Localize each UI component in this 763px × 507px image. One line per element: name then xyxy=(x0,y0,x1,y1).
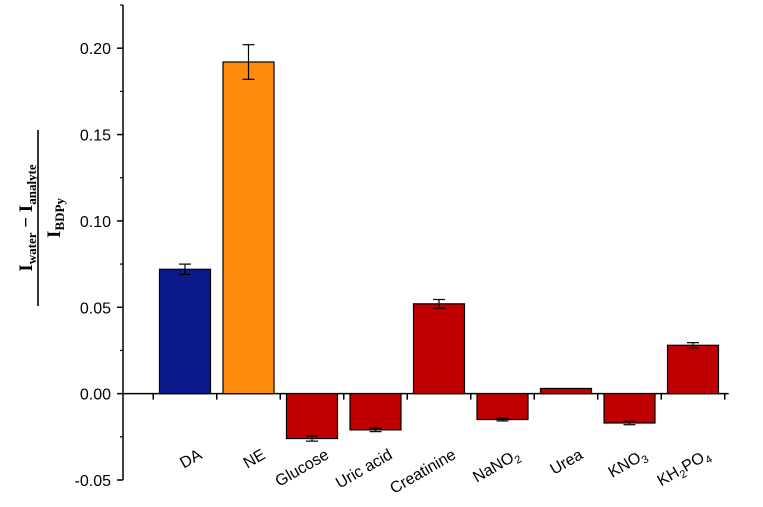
y-tick-label: 0.00 xyxy=(80,387,111,404)
ylabel-num-i1: I xyxy=(16,264,37,271)
y-tick-label: 0.05 xyxy=(80,300,111,317)
x-tick-label-base: KH xyxy=(655,464,683,490)
ylabel-num-i2: I xyxy=(16,205,37,212)
x-tick-label: Uric acid xyxy=(333,446,395,492)
y-axis-label-denominator: IBDPy xyxy=(44,198,67,238)
bar xyxy=(412,303,466,395)
x-tick-label-base: DA xyxy=(177,446,205,472)
y-axis-label: Iwater − Ianalyte IBDPy xyxy=(16,130,67,306)
bar xyxy=(349,393,402,431)
x-tick-label-base: Creatinine xyxy=(387,446,459,497)
bar xyxy=(666,344,720,395)
x-tick-label-subscript: 2 xyxy=(678,468,689,481)
error-bars xyxy=(179,44,699,442)
x-tick-label: NE xyxy=(241,446,269,472)
x-tick-label-base: Uric acid xyxy=(333,446,395,492)
ylabel-num-sub2: analyte xyxy=(24,164,39,205)
x-tick-label: DA xyxy=(177,446,205,472)
ylabel-minus: − xyxy=(16,212,37,232)
x-tick-label: KH2PO4 xyxy=(655,446,715,492)
x-tick-label: Urea xyxy=(547,446,586,478)
ylabel-num-sub1: water xyxy=(24,232,39,264)
x-tick-label: KNO3 xyxy=(606,446,651,484)
bar xyxy=(603,393,656,424)
x-tick-label-base: NE xyxy=(241,446,269,472)
x-tick-label: Creatinine xyxy=(387,446,459,497)
x-tick-label-base: KNO xyxy=(606,449,645,481)
x-tick-label-base: Urea xyxy=(547,446,586,478)
y-tick-label: 0.10 xyxy=(80,214,111,231)
bar xyxy=(539,387,593,395)
x-tick-label: NaNO2 xyxy=(470,446,524,489)
bars xyxy=(158,61,720,440)
ylabel-den-sub: BDPy xyxy=(52,198,67,231)
x-tick-label-subscript: 4 xyxy=(703,453,714,466)
x-tick-label-subscript: 2 xyxy=(513,453,524,466)
y-tick-label: -0.05 xyxy=(75,473,112,490)
y-tick-label: 0.15 xyxy=(80,128,111,145)
bar xyxy=(158,268,212,395)
x-tick-label-subscript: 3 xyxy=(640,453,651,466)
bar xyxy=(285,393,339,440)
y-axis: -0.05 0.00 0.05 0.10 0.15 0.20 xyxy=(75,4,124,490)
y-tick-label: 0.20 xyxy=(80,41,111,58)
bar xyxy=(222,61,275,395)
y-axis-label-numerator: Iwater − Ianalyte xyxy=(16,164,39,272)
x-tick-label-base: NaNO xyxy=(470,449,517,486)
x-tick-label: Glucose xyxy=(273,446,332,490)
x-tick-label-base: Glucose xyxy=(273,446,332,490)
bar xyxy=(476,393,529,421)
ylabel-den-i: I xyxy=(44,231,65,238)
